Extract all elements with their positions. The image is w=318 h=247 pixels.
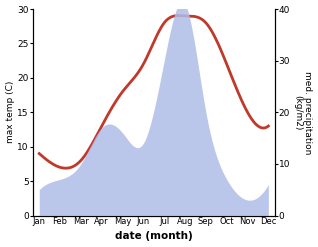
Y-axis label: max temp (C): max temp (C) bbox=[5, 81, 15, 144]
Y-axis label: med. precipitation
(kg/m2): med. precipitation (kg/m2) bbox=[293, 71, 313, 154]
X-axis label: date (month): date (month) bbox=[115, 231, 193, 242]
